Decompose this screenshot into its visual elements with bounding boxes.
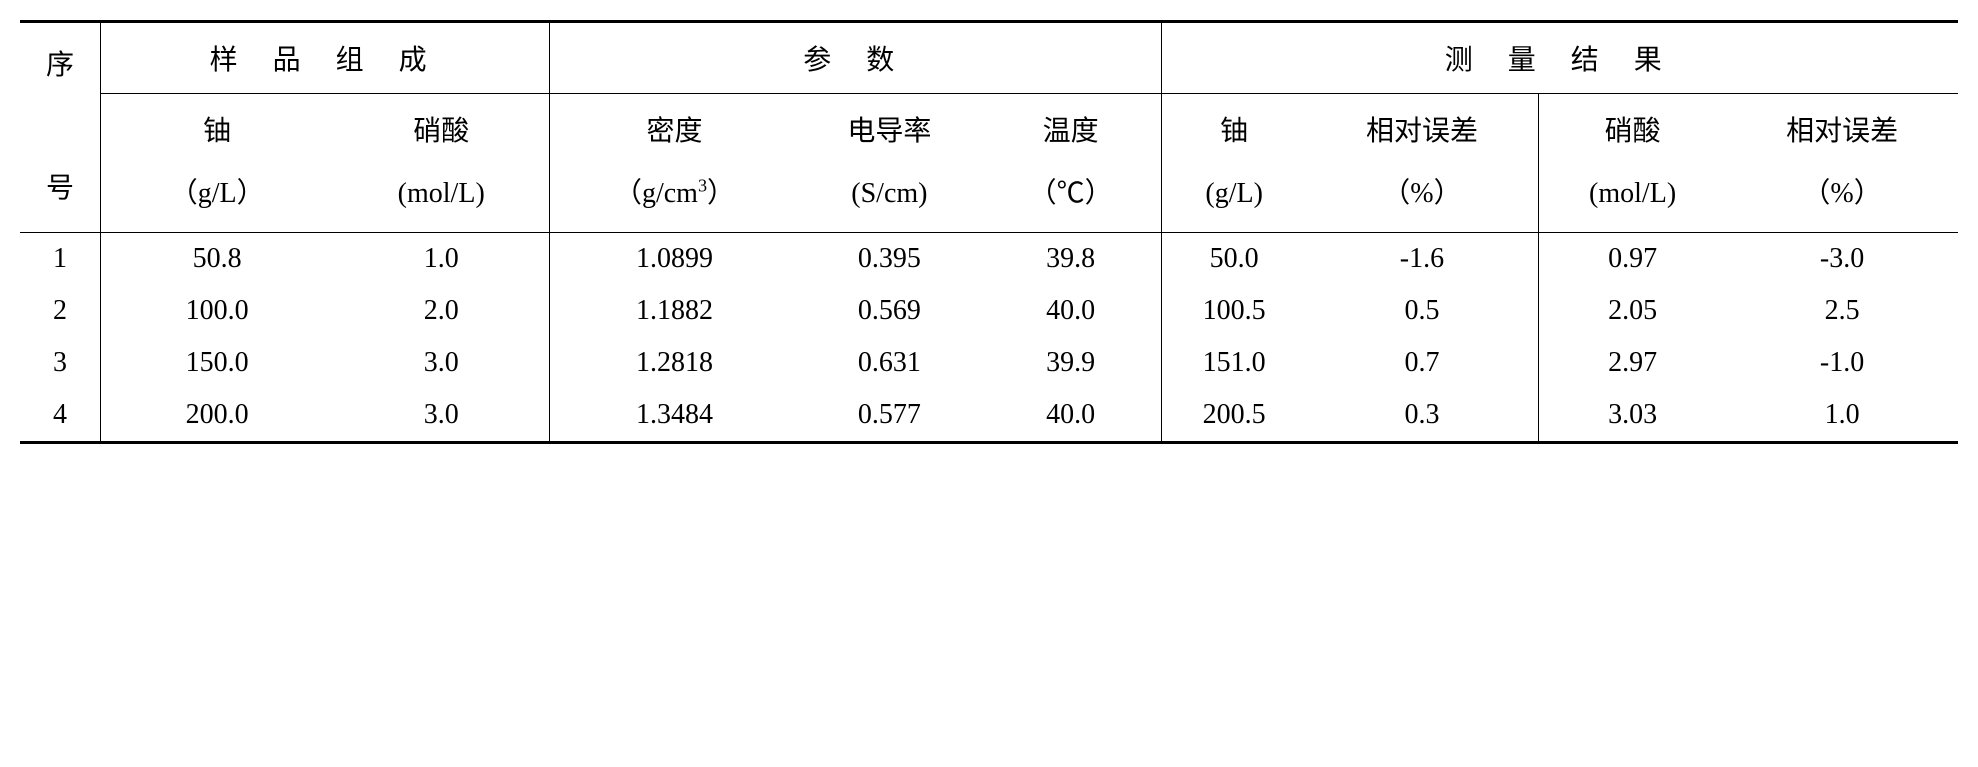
- table-cell: 39.9: [980, 337, 1162, 389]
- subheader-hno3-1-label: 硝酸: [413, 116, 469, 147]
- table-row: 150.81.01.08990.39539.850.0-1.60.97-3.0: [20, 232, 1958, 285]
- table-cell: 50.0: [1162, 232, 1306, 285]
- subheader-err1-label: 相对误差: [1366, 116, 1478, 147]
- header-group-params: 参 数: [550, 22, 1162, 94]
- table-cell: 0.5: [1306, 285, 1539, 337]
- table-cell: 2.0: [333, 285, 549, 337]
- subheader-density: 密度 （g/cm3）: [550, 93, 799, 232]
- subheader-u1-unit: （g/L）: [109, 166, 325, 222]
- table-cell: 1: [20, 232, 101, 285]
- table-cell: 200.0: [101, 389, 334, 443]
- subheader-temp-label: 温度: [1043, 116, 1099, 147]
- table-cell: 200.5: [1162, 389, 1306, 443]
- table-cell: 2.05: [1539, 285, 1727, 337]
- table-cell: 40.0: [980, 389, 1162, 443]
- header-seq-line2: 号: [46, 173, 74, 204]
- header-seq: 序 号: [20, 22, 101, 233]
- table-cell: 150.0: [101, 337, 334, 389]
- table-cell: 1.2818: [550, 337, 799, 389]
- table-cell: 0.569: [799, 285, 980, 337]
- table-cell: 2.97: [1539, 337, 1727, 389]
- subheader-cond: 电导率 (S/cm): [799, 93, 980, 232]
- subheader-cond-unit: (S/cm): [807, 166, 972, 222]
- table-cell: -1.0: [1726, 337, 1958, 389]
- subheader-hno3-1-unit: (mol/L): [341, 166, 541, 222]
- subheader-err2: 相对误差 （%）: [1726, 93, 1958, 232]
- subheader-u2-unit: (g/L): [1170, 166, 1297, 222]
- table-row: 3150.03.01.28180.63139.9151.00.72.97-1.0: [20, 337, 1958, 389]
- subheader-err1: 相对误差 （%）: [1306, 93, 1539, 232]
- table-cell: 0.97: [1539, 232, 1727, 285]
- table-cell: 40.0: [980, 285, 1162, 337]
- table-row: 2100.02.01.18820.56940.0100.50.52.052.5: [20, 285, 1958, 337]
- table-cell: 1.3484: [550, 389, 799, 443]
- table-cell: 100.0: [101, 285, 334, 337]
- header-group-composition: 样 品 组 成: [101, 22, 550, 94]
- subheader-density-unit: （g/cm3）: [558, 166, 791, 222]
- table-cell: 0.7: [1306, 337, 1539, 389]
- subheader-err2-unit: （%）: [1734, 166, 1950, 222]
- table-cell: 3.0: [333, 337, 549, 389]
- subheader-hno3-2: 硝酸 (mol/L): [1539, 93, 1727, 232]
- subheader-err1-unit: （%）: [1314, 166, 1530, 222]
- table-cell: 151.0: [1162, 337, 1306, 389]
- table-cell: 1.0899: [550, 232, 799, 285]
- table-cell: 1.1882: [550, 285, 799, 337]
- table-cell: 3.0: [333, 389, 549, 443]
- subheader-hno3-2-unit: (mol/L): [1547, 166, 1718, 222]
- subheader-cond-label: 电导率: [847, 116, 931, 147]
- table-cell: 0.3: [1306, 389, 1539, 443]
- header-seq-line1: 序: [46, 50, 74, 81]
- table-cell: 1.0: [333, 232, 549, 285]
- subheader-u2: 铀 (g/L): [1162, 93, 1306, 232]
- table-cell: 0.631: [799, 337, 980, 389]
- data-table: 序 号 样 品 组 成 参 数 测 量 结 果 铀 （g/L） 硝酸 (mol/…: [20, 20, 1958, 444]
- subheader-density-label: 密度: [646, 116, 702, 147]
- table-cell: 50.8: [101, 232, 334, 285]
- table-cell: 2.5: [1726, 285, 1958, 337]
- table-row: 4200.03.01.34840.57740.0200.50.33.031.0: [20, 389, 1958, 443]
- subheader-hno3-2-label: 硝酸: [1605, 116, 1661, 147]
- table-cell: 2: [20, 285, 101, 337]
- table-body: 150.81.01.08990.39539.850.0-1.60.97-3.02…: [20, 232, 1958, 442]
- subheader-u2-label: 铀: [1220, 116, 1248, 147]
- table-cell: 1.0: [1726, 389, 1958, 443]
- subheader-u1-label: 铀: [203, 116, 231, 147]
- table-cell: 0.395: [799, 232, 980, 285]
- table-cell: 39.8: [980, 232, 1162, 285]
- subheader-temp: 温度 （℃）: [980, 93, 1162, 232]
- subheader-err2-label: 相对误差: [1786, 116, 1898, 147]
- table-cell: -3.0: [1726, 232, 1958, 285]
- subheader-hno3-1: 硝酸 (mol/L): [333, 93, 549, 232]
- table-cell: -1.6: [1306, 232, 1539, 285]
- table-cell: 3.03: [1539, 389, 1727, 443]
- subheader-u1: 铀 （g/L）: [101, 93, 334, 232]
- header-group-results: 测 量 结 果: [1162, 22, 1958, 94]
- subheader-temp-unit: （℃）: [988, 166, 1154, 222]
- table-cell: 100.5: [1162, 285, 1306, 337]
- table-cell: 3: [20, 337, 101, 389]
- table-cell: 0.577: [799, 389, 980, 443]
- table-cell: 4: [20, 389, 101, 443]
